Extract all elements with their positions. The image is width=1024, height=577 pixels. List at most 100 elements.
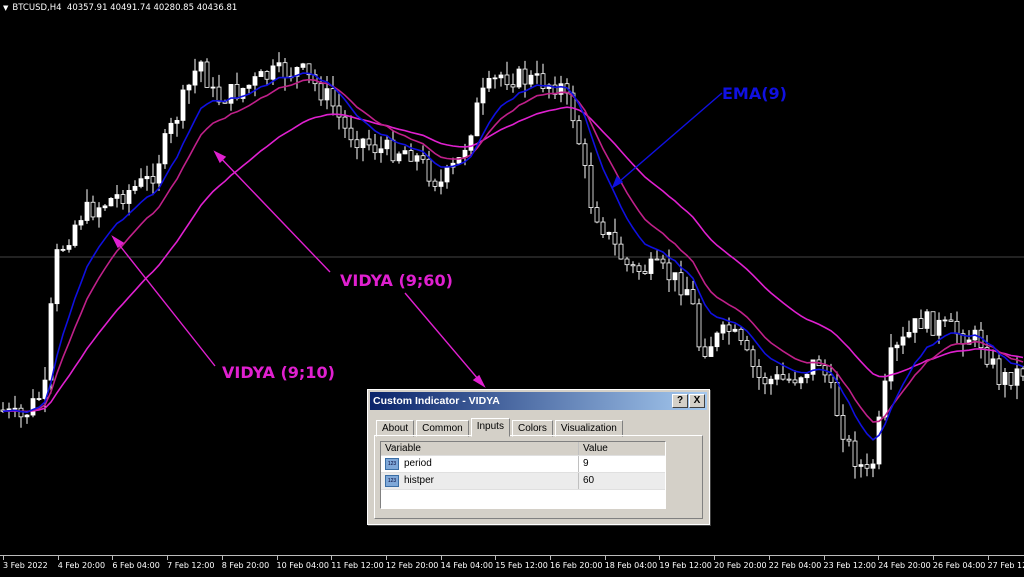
integer-icon: 123 — [385, 458, 399, 470]
axis-label: 4 Feb 20:00 — [57, 561, 106, 570]
candle-body — [96, 207, 102, 218]
axis-tick — [878, 556, 880, 560]
vidya60-arrow-1 — [214, 151, 331, 273]
candle-body — [846, 438, 852, 442]
candle-body — [906, 331, 912, 338]
candle-body — [888, 347, 894, 382]
candle-body — [60, 248, 66, 251]
candle-body — [72, 224, 78, 246]
candle-body — [768, 378, 774, 385]
candle-body — [204, 61, 210, 88]
candle-body — [534, 73, 540, 76]
axis-label: 20 Feb 20:00 — [714, 561, 767, 570]
candle-body — [876, 416, 882, 465]
candle-body — [90, 201, 96, 218]
help-button[interactable]: ? — [672, 394, 688, 408]
dropdown-triangle-icon[interactable]: ▼ — [3, 4, 9, 12]
candle-body — [582, 143, 588, 166]
axis-tick — [714, 556, 716, 560]
candle-body — [414, 155, 420, 162]
candle-body — [606, 231, 612, 235]
tab-visualization[interactable]: Visualization — [554, 420, 623, 437]
candle-body — [792, 379, 798, 384]
axis-label: 18 Feb 04:00 — [604, 561, 658, 570]
candle-body — [858, 464, 864, 467]
axis-label: 14 Feb 04:00 — [440, 561, 494, 570]
candle-body — [132, 186, 138, 191]
candle-body — [834, 381, 840, 416]
candle-body — [30, 398, 36, 416]
candle-body — [468, 135, 474, 151]
candle-body — [630, 264, 636, 267]
vidya10-label: VIDYA (9;10) — [222, 363, 335, 382]
axis-label: 3 Feb 2022 — [3, 561, 48, 570]
annotation-arrows — [111, 92, 723, 388]
value-field[interactable]: 60 — [583, 475, 595, 486]
candle-body — [144, 176, 150, 180]
axis-tick — [276, 556, 278, 560]
candle-body — [192, 70, 198, 86]
candle-body — [42, 379, 48, 399]
candle-body — [696, 303, 702, 348]
candle-body — [126, 190, 132, 204]
axis-label: 7 Feb 12:00 — [167, 561, 215, 570]
candle-body — [540, 73, 546, 89]
table-row[interactable]: 123 histper 60 — [381, 473, 665, 490]
candle-body — [702, 346, 708, 357]
price-chart[interactable] — [0, 0, 1024, 555]
candle-body — [720, 324, 726, 334]
candle-body — [168, 122, 174, 134]
axis-label: 23 Feb 12:00 — [823, 561, 876, 570]
candle-body — [300, 63, 306, 68]
vidya60-arrow-2 — [404, 292, 485, 387]
candle-body — [510, 84, 516, 88]
candle-body — [840, 415, 846, 440]
candle-body — [270, 65, 276, 80]
candle-body — [726, 324, 732, 332]
candle-body — [678, 272, 684, 296]
candle-body — [252, 76, 258, 86]
tab-about[interactable]: About — [376, 420, 415, 437]
column-value[interactable]: Value — [583, 443, 608, 454]
candle-body — [684, 289, 690, 296]
candle-body — [660, 258, 666, 264]
candle-body — [618, 243, 624, 260]
candle-body — [66, 245, 72, 250]
candle-body — [828, 374, 834, 383]
candle-body — [216, 86, 222, 103]
candle-body — [738, 328, 744, 341]
vidya60-arrowhead-1 — [213, 150, 227, 164]
dialog-titlebar[interactable]: Custom Indicator - VIDYA ? X — [370, 392, 707, 410]
candle-body — [636, 265, 642, 272]
close-button[interactable]: X — [689, 394, 705, 408]
candle-body — [1014, 368, 1020, 386]
tab-inputs[interactable]: Inputs — [470, 418, 510, 437]
axis-tick — [385, 556, 387, 560]
candle-body — [330, 88, 336, 107]
vidya10-arrow — [112, 236, 216, 367]
candle-body — [318, 83, 324, 101]
value-field[interactable]: 9 — [583, 458, 589, 469]
tab-colors[interactable]: Colors — [511, 420, 553, 437]
column-variable[interactable]: Variable — [381, 442, 579, 455]
candle-body — [282, 62, 288, 79]
candle-body — [276, 62, 282, 67]
tab-common[interactable]: Common — [416, 420, 469, 437]
candle-body — [234, 83, 240, 99]
candle-body — [900, 336, 906, 346]
candle-body — [138, 178, 144, 187]
candle-body — [438, 181, 444, 187]
candle-body — [654, 258, 660, 261]
candle-body — [786, 378, 792, 381]
ohlc-values: 40357.91 40491.74 40280.85 40436.81 — [66, 3, 238, 13]
candle-body — [516, 68, 522, 88]
axis-tick — [987, 556, 989, 560]
candle-body — [456, 157, 462, 164]
candle-body — [240, 87, 246, 99]
axis-tick — [768, 556, 770, 560]
table-row[interactable]: 123 period 9 — [381, 456, 665, 473]
candle-body — [444, 166, 450, 183]
candle-body — [396, 153, 402, 162]
candle-body — [624, 258, 630, 266]
axis-tick — [167, 556, 169, 560]
